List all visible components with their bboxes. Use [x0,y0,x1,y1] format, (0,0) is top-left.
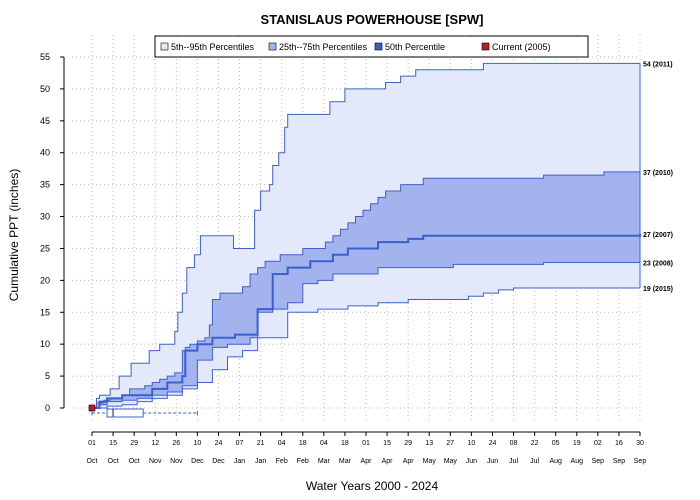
x-tick-day: 07 [236,440,244,447]
legend-swatch-p25_75 [268,42,277,51]
x-tick-day: 01 [88,440,96,447]
x-tick-month: Jun [487,458,498,465]
x-tick-month: Feb [276,458,288,465]
legend-label-current: Current (2005) [492,42,551,52]
axes: 051015202530354045505501Oct15Oct29Oct12N… [40,52,646,465]
x-tick-day: 24 [215,440,223,447]
x-tick-day: 12 [151,440,159,447]
x-tick-month: Nov [149,458,162,465]
x-axis-title: Water Years 2000 - 2024 [306,479,439,493]
x-tick-day: 04 [320,440,328,447]
x-tick-month: Dec [212,458,225,465]
y-tick-label: 45 [40,116,50,126]
chart-title: STANISLAUS POWERHOUSE [SPW] [261,12,484,27]
legend-swatch-p5_95 [160,42,169,51]
y-tick-label: 20 [40,275,50,285]
x-tick-day: 15 [109,440,117,447]
legend-box [154,35,589,58]
y-tick-label: 30 [40,212,50,222]
end-label: 19 (2015) [643,286,673,293]
x-tick-month: Jan [234,458,245,465]
current-marker [88,404,96,412]
x-tick-month: Jun [466,458,477,465]
series-line-p50 [92,233,641,409]
x-tick-month: May [444,458,458,465]
x-tick-day: 04 [278,440,286,447]
series-line-p95 [92,62,640,409]
x-tick-day: 05 [552,440,560,447]
x-tick-day: 16 [615,440,623,447]
legend: 5th--95th Percentiles 25th--75th Percenti… [154,35,589,58]
percentile-lines [88,62,641,412]
y-axis-title: Cumulative PPT (inches) [7,169,21,302]
x-tick-month: Sep [592,458,605,465]
x-tick-month: Aug [549,458,562,465]
x-tick-day: 30 [636,440,644,447]
series-line-p5 [92,287,640,409]
x-tick-month: Jul [530,458,539,465]
end-label: 27 (2007) [643,232,673,239]
legend-label-p50: 50th Percentile [385,42,445,52]
legend-swatch-current [481,42,490,51]
x-tick-month: Oct [129,458,140,465]
y-tick-label: 35 [40,180,50,190]
x-tick-day: 01 [362,440,370,447]
x-tick-month: Mar [318,458,331,465]
legend-swatch-p50 [374,42,383,51]
y-tick-label: 15 [40,307,50,317]
band-25-75 [92,171,640,408]
x-tick-day: 27 [446,440,454,447]
x-tick-month: Jan [255,458,266,465]
x-tick-day: 29 [404,440,412,447]
y-tick-label: 40 [40,148,50,158]
x-tick-day: 22 [531,440,539,447]
x-tick-month: Oct [87,458,98,465]
end-label: 37 (2010) [643,170,673,177]
x-tick-month: Sep [634,458,647,465]
x-tick-month: Nov [170,458,183,465]
x-tick-month: Dec [191,458,204,465]
end-label: 23 (2008) [643,260,673,267]
x-tick-day: 26 [172,440,180,447]
percentile-bands [92,63,640,409]
x-tick-month: Oct [108,458,119,465]
x-tick-month: Feb [297,458,309,465]
current-boxplot [91,408,198,418]
legend-label-p5_95: 5th--95th Percentiles [171,42,255,52]
y-tick-label: 50 [40,84,50,94]
y-tick-label: 55 [40,52,50,62]
x-tick-day: 18 [341,440,349,447]
y-tick-label: 25 [40,243,50,253]
end-labels: 54 (2011) 37 (2010) 27 (2007) 23 (2008) 19 (… [643,61,673,293]
series-line-p25 [92,262,640,409]
x-tick-month: Apr [403,458,415,465]
y-tick-label: 5 [45,371,50,381]
x-tick-day: 24 [489,440,497,447]
x-tick-month: Jul [509,458,518,465]
series-line-p75 [92,171,640,409]
x-tick-month: Mar [339,458,352,465]
x-tick-day: 19 [573,440,581,447]
x-tick-month: Aug [571,458,584,465]
x-tick-day: 02 [594,440,602,447]
x-tick-month: Apr [382,458,394,465]
x-tick-day: 10 [193,440,201,447]
x-tick-month: Sep [613,458,626,465]
end-label: 54 (2011) [643,61,673,68]
boxplot-box [106,408,144,418]
x-tick-day: 18 [299,440,307,447]
y-tick-label: 10 [40,339,50,349]
x-tick-month: Apr [361,458,373,465]
y-tick-label: 0 [45,403,50,413]
x-tick-day: 08 [510,440,518,447]
legend-label-p25_75: 25th--75th Percentiles [279,42,368,52]
x-tick-day: 29 [130,440,138,447]
x-tick-month: May [423,458,437,465]
x-tick-day: 13 [425,440,433,447]
x-tick-day: 15 [383,440,391,447]
x-tick-day: 21 [257,440,265,447]
x-tick-day: 10 [467,440,475,447]
